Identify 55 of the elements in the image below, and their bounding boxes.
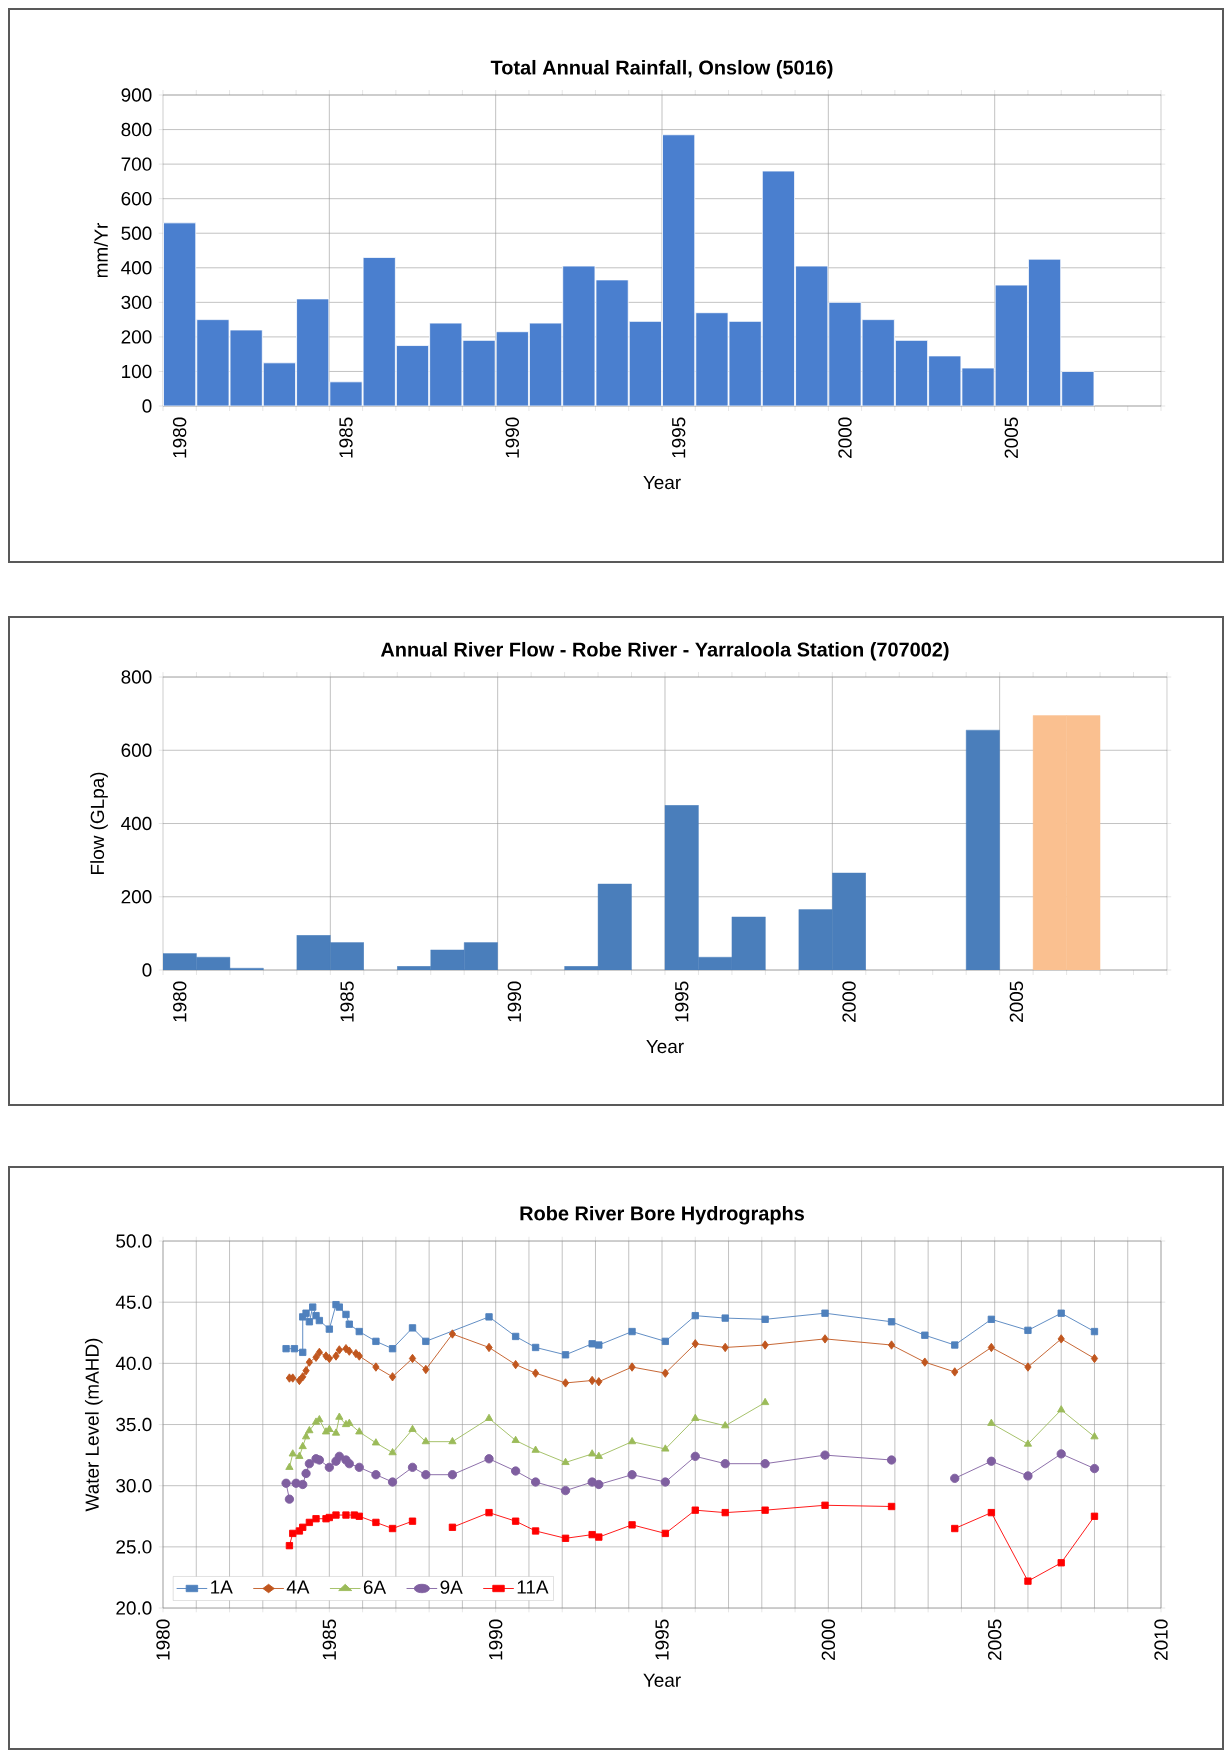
y-tick-label: 100 [122,364,152,379]
y-tick-label: 200 [121,890,152,904]
y-axis-title: Water Level (mAHD) [84,1338,103,1512]
chart-title: Robe River Bore Hydrographs [520,1205,804,1225]
y-tick-label: 0 [142,963,152,977]
y-tick-label: 30.0 [116,1479,152,1493]
x-tick-label: 2010 [1154,1619,1168,1660]
x-axis-title: Year [643,1673,681,1687]
y-tick-label: 700 [121,157,152,171]
x-tick-label: 1990 [507,981,522,1022]
y-tick-label: 50.0 [116,1234,152,1248]
y-axis-title: Flow (GLpa) [90,772,108,875]
x-tick-label: 2000 [842,981,856,1022]
y-tick-label: 800 [121,670,152,684]
y-tick-label: 400 [121,261,152,275]
x-tick-label: 1995 [675,981,689,1022]
y-axis-title: mm/Yr [93,222,108,278]
y-tick-label: 600 [121,191,152,206]
y-tick-label: 25.0 [116,1540,152,1554]
x-tick-label: 2005 [987,1619,1002,1660]
x-tick-label: 2000 [838,417,852,458]
x-tick-label: 1980 [173,981,187,1022]
x-tick-label: 1980 [172,417,187,458]
x-tick-label: 1990 [488,1619,503,1660]
x-tick-label: 2005 [1009,981,1024,1022]
x-tick-label: 1980 [156,1619,170,1660]
y-tick-label: 400 [121,816,152,831]
x-tick-label: 1985 [339,417,353,458]
x-tick-label: 2005 [1004,417,1019,458]
x-tick-label: 1990 [505,417,520,458]
y-tick-label: 900 [121,88,152,102]
x-tick-label: 1985 [322,1619,337,1660]
x-tick-label: 1995 [655,1619,669,1660]
x-tick-label: 2000 [821,1619,836,1660]
x-axis-title: Year [646,1039,684,1054]
chart-title: Annual River Flow - Robe River - Yarraloola Station (707002) [380,641,949,661]
y-tick-label: 20.0 [116,1601,152,1615]
legend-label: 6A [363,1580,387,1594]
legend-label: 9A [440,1580,463,1594]
x-axis-title: Year [643,475,681,490]
y-tick-label: 500 [121,226,152,240]
y-tick-label: 35.0 [116,1417,152,1432]
x-tick-label: 1995 [671,417,686,458]
x-tick-label: 1985 [340,981,354,1022]
y-tick-label: 45.0 [115,1295,152,1309]
legend-label: 1A [211,1580,233,1594]
y-tick-label: 600 [121,743,152,757]
y-tick-label: 300 [121,295,152,310]
chart-title: Total Annual Rainfall, Onslow (5016) [490,59,833,79]
y-tick-label: 800 [121,122,152,137]
y-tick-label: 40.0 [115,1356,152,1371]
legend-label: 4A [286,1580,310,1594]
legend-label: 11A [517,1580,549,1594]
y-tick-label: 200 [121,330,152,344]
y-tick-label: 0 [142,399,152,413]
